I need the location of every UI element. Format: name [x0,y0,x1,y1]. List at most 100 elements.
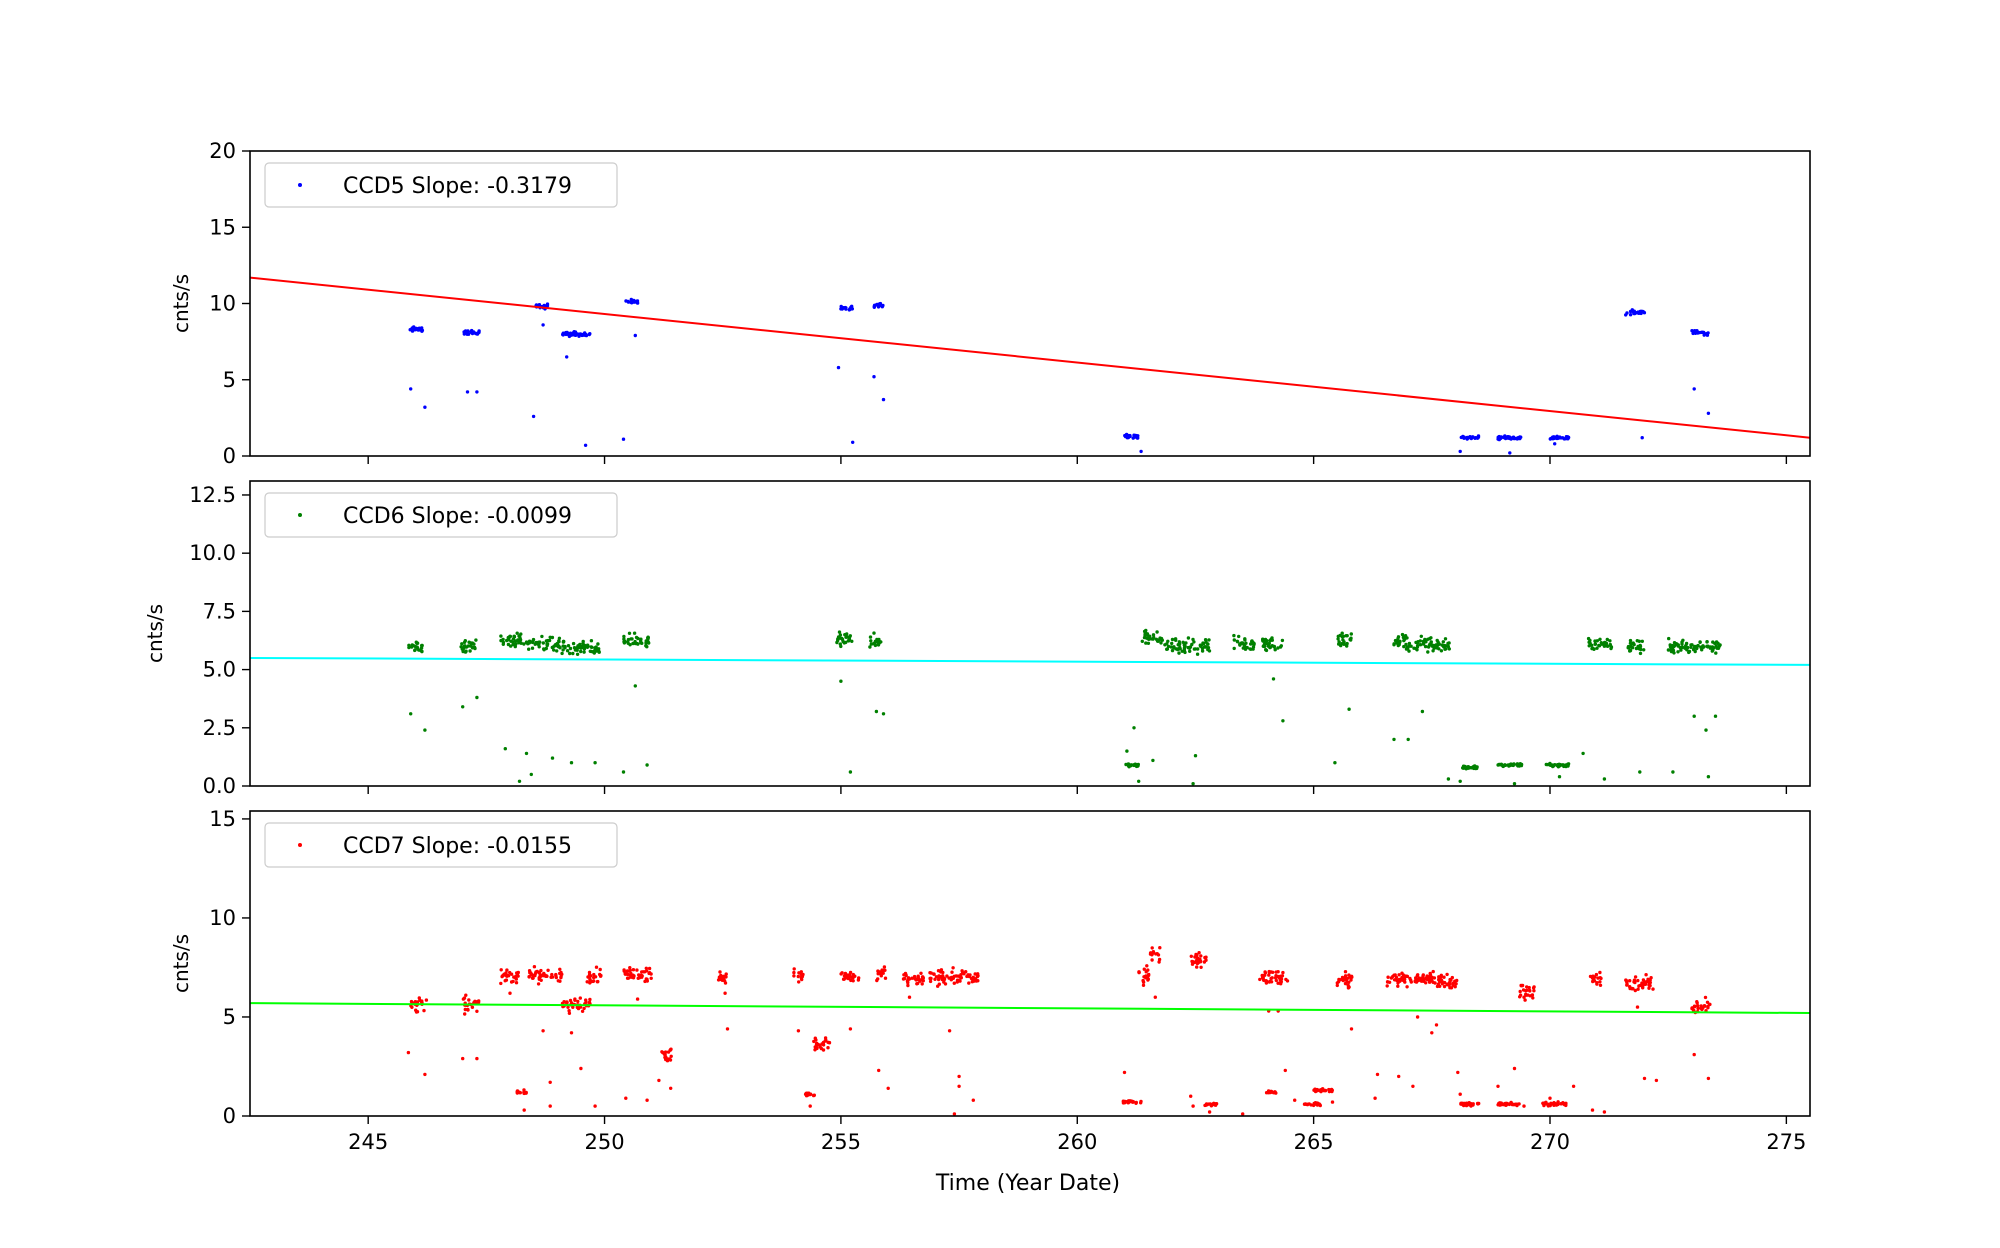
ccd7-outlier-point [957,1084,961,1089]
ccd6-data-point [1608,639,1612,643]
ccd6-data-point [501,640,506,645]
ccd7-outlier-point [624,1096,628,1100]
ccd7-data-point [635,968,639,972]
ccd7-outlier-point [725,1027,730,1031]
ccd6-data-point [1561,763,1565,767]
ccd7-data-point [940,974,944,979]
ccd6-data-point [501,637,505,642]
ccd6-data-point [459,645,463,649]
ccd7-data-point [1436,982,1441,986]
ccd6-data-point [460,642,464,646]
ccd7-data-point [826,1040,830,1045]
ccd7-data-point [1340,975,1345,980]
ccd7-data-point [1454,982,1458,986]
ccd7-data-point [906,980,910,985]
ccd7-data-point [1203,1103,1207,1108]
ccd7-data-point [1349,974,1354,978]
ccd7-data-point [514,981,519,985]
ccd7-data-point [514,977,518,981]
ccd6-data-point [1340,635,1345,639]
ccd6-data-point [869,639,873,643]
ccd7-data-point [637,973,641,977]
ccd6-outlier-point [1557,775,1562,779]
ccd5-y-tick-label: 0 [223,444,236,468]
ccd6-data-point [557,636,562,640]
ccd6-data-point [645,645,649,649]
ccd7-data-point [718,970,722,974]
ccd7-data-point [1462,1103,1466,1108]
ccd6-outlier-point [1602,777,1607,781]
ccd6-data-point [474,638,478,642]
ccd7-outlier-point [947,1029,952,1033]
ccd5-data-point [1465,436,1469,440]
ccd6-data-point [1668,645,1673,649]
ccd7-data-point [843,971,848,976]
ccd7-data-point [933,977,937,981]
ccd5-data-point [632,298,636,303]
ccd6-data-point [469,641,473,645]
ccd6-data-point [844,635,848,639]
ccd5-outlier-point [1139,449,1143,454]
ccd7-outlier-point [952,1112,957,1116]
ccd6-data-point [627,631,632,635]
ccd7-data-point [839,972,843,976]
ccd7-outlier-point [1548,1096,1552,1100]
ccd6-data-point [1642,648,1646,652]
ccd7-outlier-point [1375,1072,1380,1077]
ccd6-outlier-point [1281,719,1285,723]
ccd5-data-point [577,332,581,336]
ccd6-legend-box [264,492,618,538]
ccd7-data-point [947,976,951,980]
ccd7-outlier-point [548,1104,552,1108]
ccd7-data-point [1349,978,1353,982]
ccd6-data-point [1244,641,1248,645]
ccd7-legend-box [264,822,618,868]
ccd6-data-point [545,643,549,648]
ccd6-data-point [407,643,411,647]
ccd7-data-point [1515,1102,1519,1106]
ccd7-outlier-point [1283,1068,1288,1073]
ccd7-legend-label: CCD7 Slope: -0.0155 [343,834,572,859]
ccd7-data-point [571,1005,575,1009]
ccd6-data-point [1679,648,1683,652]
ccd6-outlier-point [621,770,626,774]
ccd6-data-point [1588,638,1592,643]
ccd7-data-point [1279,980,1284,984]
ccd5-data-point [1694,329,1698,333]
ccd7-data-point [644,966,648,970]
ccd7-data-point [792,974,796,978]
ccd7-y-tick-label: 0 [223,1104,236,1128]
ccd7-legend: CCD7 Slope: -0.0155 [264,822,618,868]
ccd6-data-point [1345,641,1349,646]
ccd6-data-point [850,639,854,643]
ccd6-outlier-point [1706,775,1711,779]
ccd7-data-point [516,970,520,975]
ccd7-data-point [1154,952,1158,956]
ccd7-data-point [462,996,467,1000]
ccd7-data-point [463,1012,467,1016]
ccd6-data-point [1149,637,1154,641]
ccd7-data-point [1544,1100,1548,1105]
ccd7-data-point [1413,979,1417,984]
ccd7-data-point [716,978,721,982]
ccd6-data-point [1628,638,1633,643]
ccd6-data-point [1676,643,1681,647]
ccd6-data-point [1404,642,1408,647]
ccd7-data-point [1696,1004,1700,1008]
ccd7-data-point [1521,988,1526,992]
ccd5-data-point [1136,436,1140,440]
ccd6-data-point [629,637,633,641]
ccd7-outlier-point [635,997,640,1001]
ccd6-data-point [1426,645,1431,649]
ccd7-data-point [527,975,531,979]
ccd7-data-point [724,972,728,976]
ccd7-data-point [1440,982,1445,986]
ccd6-outlier-point [1347,707,1351,711]
ccd6-data-point [1667,636,1671,641]
ccd7-data-point [970,976,975,980]
ccd7-data-point [546,968,550,972]
ccd6-data-point [838,642,842,646]
ccd5-data-point [624,299,628,303]
ccd6-data-point [1240,641,1245,645]
ccd5-data-point [466,329,470,334]
